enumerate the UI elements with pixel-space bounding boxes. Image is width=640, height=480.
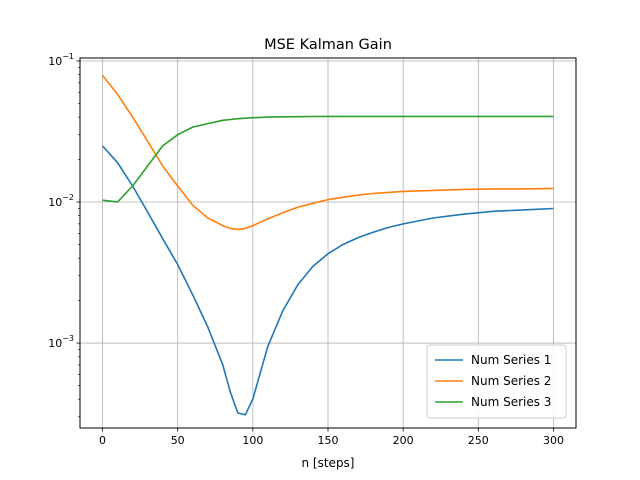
- x-axis-label: n [steps]: [302, 456, 355, 470]
- series-line-2: [101, 74, 554, 231]
- legend-label: Num Series 1: [471, 353, 551, 367]
- x-tick-label: 100: [242, 434, 263, 447]
- chart-legend: Num Series 1 Num Series 2 Num Series 3: [426, 344, 567, 419]
- x-tick-label: 0: [99, 434, 106, 447]
- y-tick-label: 10−1: [48, 52, 74, 68]
- legend-box: [426, 344, 567, 419]
- x-tick-label: 150: [318, 434, 339, 447]
- x-tick-label: 50: [171, 434, 185, 447]
- legend-label: Num Series 3: [471, 395, 551, 409]
- chart-title: MSE Kalman Gain: [264, 37, 392, 53]
- series-lines: [101, 74, 554, 416]
- y-tick-label: 10−2: [48, 193, 74, 209]
- x-tick-label: 250: [468, 434, 489, 447]
- series-line-3: [102, 115, 554, 203]
- legend-label: Num Series 2: [471, 374, 551, 388]
- y-tick-label: 10−3: [48, 334, 74, 350]
- x-tick-label: 200: [393, 434, 414, 447]
- series-line-1: [101, 145, 554, 416]
- x-tick-label: 300: [543, 434, 564, 447]
- axis-ticks: 0 50 100 150 200 250 300 10−3 10−2 10−1: [48, 52, 564, 447]
